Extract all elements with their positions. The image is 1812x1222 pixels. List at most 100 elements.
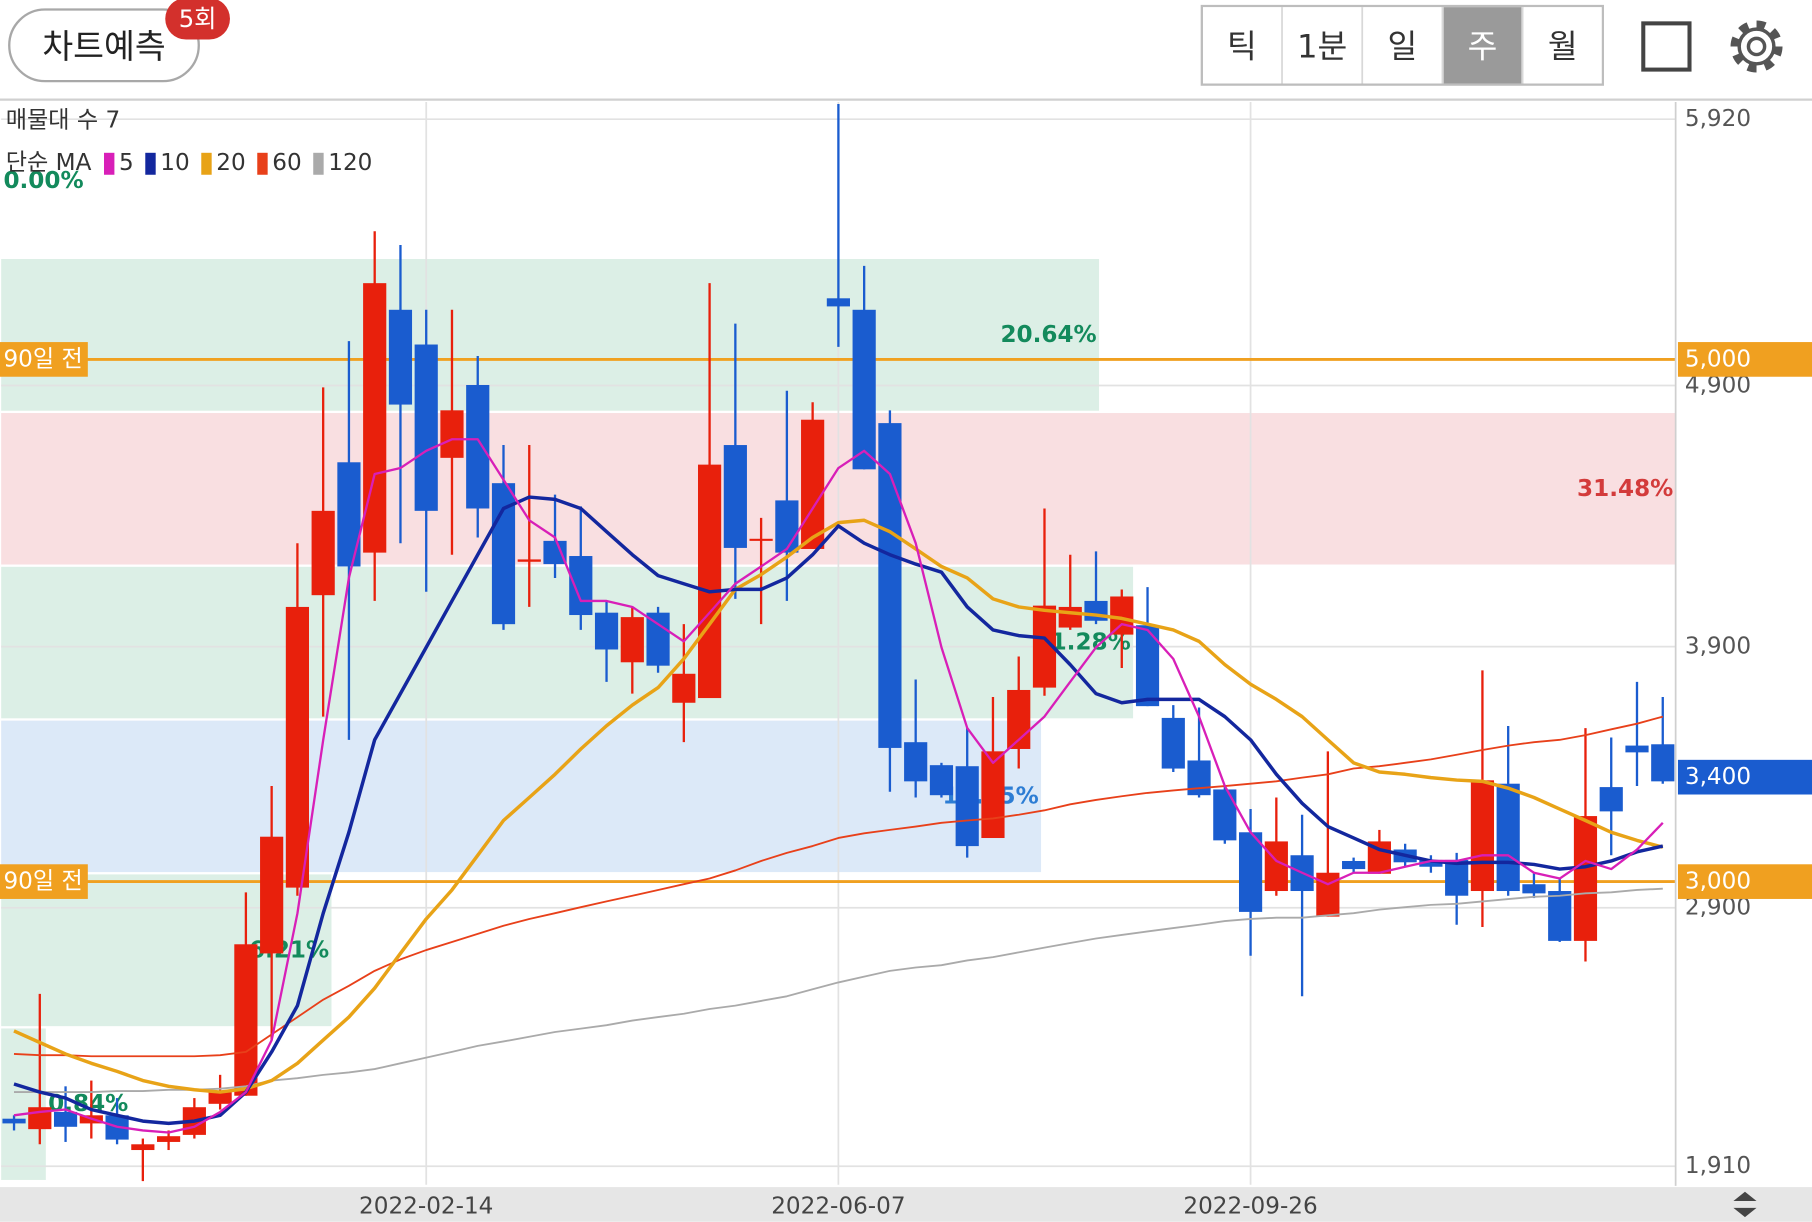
period-button[interactable] (1523, 7, 1602, 84)
candle-up (801, 419, 825, 549)
candle-down (1135, 625, 1160, 707)
candle-down (569, 556, 593, 616)
period-button[interactable] (1363, 7, 1442, 84)
handle-down (1733, 1207, 1757, 1218)
candle-down (1599, 787, 1623, 812)
candle-down (543, 540, 567, 565)
candle-up (1058, 606, 1082, 628)
handle-up (1733, 1191, 1757, 1201)
ma-title: 단순 MA (6, 150, 92, 176)
y-tick-label: 3,900 (1685, 634, 1751, 660)
predict-button-label[interactable]: 차트예측 (42, 27, 165, 66)
period-label[interactable]: 월 (1548, 27, 1578, 65)
badge-label: 5회 (179, 4, 217, 33)
y-tick-label: 1,910 (1685, 1153, 1751, 1179)
moving-averages (13, 438, 1664, 1134)
ma-line (13, 495, 1664, 1126)
price-lines: 90일 전 90일 전 (0, 342, 1676, 899)
period-button-selected[interactable] (1443, 7, 1522, 84)
candle-up (208, 1092, 232, 1104)
candle-down (929, 765, 954, 796)
candle-up (131, 1144, 155, 1151)
price-label-box (1677, 342, 1812, 377)
ma-line (13, 887, 1663, 1094)
price-label-box (1677, 864, 1812, 899)
y-tick-label: 5,920 (1685, 106, 1751, 132)
legend-label: 60 (272, 150, 301, 176)
candle-down (1342, 860, 1366, 870)
candle-down (1496, 783, 1520, 892)
candle-down (826, 298, 850, 307)
candle-down (1651, 744, 1675, 782)
axes: 5,920 4,900 3,900 2,900 1,910 2022-02-14 2022-… (359, 106, 1812, 1220)
price-line-tag (0, 864, 88, 899)
period-button[interactable] (1283, 7, 1362, 84)
candle-down (904, 742, 928, 782)
y-tick-label: 2,900 (1685, 895, 1751, 921)
candle-down (414, 344, 438, 511)
candle-down (878, 423, 902, 748)
legend-swatch (145, 152, 156, 175)
candle-down (1213, 789, 1237, 841)
volume-zone-label: 31.48% (1577, 476, 1673, 502)
legend: 매물대 수 7 단순 MA 5 10 20 60 120 (6, 107, 373, 176)
candle-down (1419, 859, 1443, 867)
period-label[interactable]: 일 (1387, 27, 1417, 65)
legend-label: 120 (328, 150, 372, 176)
badge (165, 0, 230, 40)
price-line-text: 90일 전 (3, 346, 82, 372)
candle-down (337, 462, 361, 567)
price-line-tag (0, 342, 88, 377)
gear-body (1737, 27, 1776, 66)
candle-down (466, 384, 490, 509)
period-selector: 틱 1분 일 주 월 (1200, 4, 1604, 86)
candles (2, 104, 1675, 1182)
candle-down (594, 612, 619, 650)
gear-hole (1746, 36, 1767, 57)
candle-up (363, 283, 387, 553)
volume-profile-labels: 0.00%20.64%31.48%21.28%19.55%6.21%0.84% (3, 168, 1673, 1117)
volume-zone-label: 0.00% (3, 168, 83, 194)
candle-down (1238, 832, 1263, 912)
current-price-box (1677, 759, 1812, 795)
candle-up (311, 510, 335, 596)
candle-up (1573, 816, 1598, 941)
top-bar: 차트예측 5회 틱 1분 일 주 월 (0, 0, 1812, 101)
price-line-text: 90일 전 (3, 869, 82, 895)
predict-button[interactable] (8, 8, 200, 83)
settings-icon[interactable] (1730, 20, 1783, 73)
candle-up (981, 751, 1005, 839)
candle-up (1264, 841, 1288, 892)
candle-up (1316, 872, 1340, 917)
legend-swatch (201, 152, 212, 175)
candle-down (1548, 891, 1572, 941)
candle-up (440, 410, 464, 458)
fullscreen-icon[interactable] (1641, 21, 1692, 72)
volume-profile-title: 매물대 수 7 (6, 107, 120, 133)
x-tick-label: 2022-09-26 (1183, 1194, 1317, 1220)
candle-up (157, 1136, 181, 1142)
legend-swatch (257, 152, 268, 175)
candle-down (1625, 745, 1649, 753)
candle-down (388, 309, 413, 405)
candle-up (285, 606, 310, 888)
current-price-label: 3,400 (1685, 764, 1751, 790)
ma-line (13, 438, 1664, 1134)
period-label[interactable]: 틱 (1227, 27, 1257, 65)
legend-label: 20 (216, 150, 245, 176)
period-button[interactable] (1202, 7, 1281, 84)
x-tick-label: 2022-02-14 (359, 1194, 493, 1220)
period-label[interactable]: 주 (1468, 27, 1498, 65)
candle-down (1445, 859, 1469, 896)
period-label[interactable]: 1분 (1297, 27, 1347, 65)
candle-up (1032, 605, 1057, 688)
candle-down (955, 766, 979, 847)
candle-up (749, 538, 773, 541)
candle-down (2, 1118, 26, 1124)
candle-down (852, 309, 876, 470)
candle-down (53, 1111, 78, 1127)
candle-down (775, 500, 799, 553)
price-label: 5,000 (1685, 346, 1751, 372)
scroll-handle[interactable] (1733, 1191, 1757, 1218)
